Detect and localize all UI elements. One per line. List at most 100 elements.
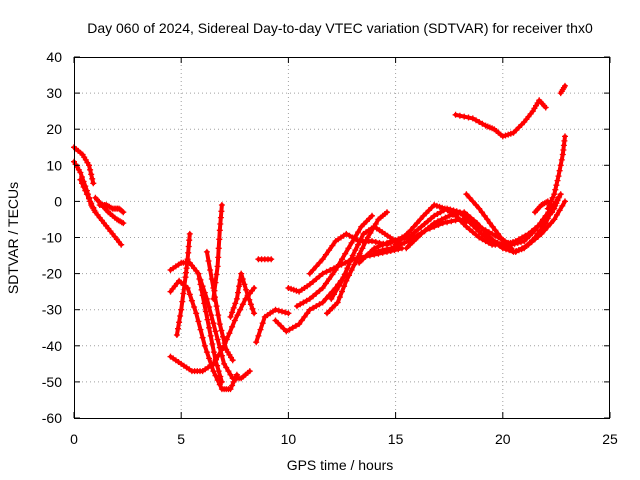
data-point-marker xyxy=(553,182,560,189)
data-point-marker xyxy=(310,278,317,285)
data-point-marker xyxy=(461,113,468,120)
data-point-marker xyxy=(306,295,313,302)
data-point-marker xyxy=(304,310,311,317)
x-axis-label: GPS time / hours xyxy=(287,457,394,473)
data-point-marker xyxy=(481,212,488,219)
data-point-marker xyxy=(310,293,317,300)
data-point-marker xyxy=(476,205,483,212)
series-arc-25 xyxy=(403,198,568,255)
data-point-marker xyxy=(482,238,489,245)
series-arc-7 xyxy=(167,277,240,393)
data-point-marker xyxy=(463,218,470,225)
data-point-marker xyxy=(556,207,563,214)
data-point-marker xyxy=(257,326,264,333)
data-point-marker xyxy=(316,301,323,308)
data-point-marker xyxy=(232,300,239,307)
data-point-marker xyxy=(342,259,349,266)
data-point-marker xyxy=(418,223,425,230)
data-point-marker xyxy=(403,245,410,252)
data-point-marker xyxy=(195,318,202,325)
data-point-marker xyxy=(285,310,292,317)
data-point-marker xyxy=(329,242,336,249)
data-point-marker xyxy=(186,291,193,298)
data-point-marker xyxy=(357,236,364,243)
data-point-marker xyxy=(562,198,568,205)
data-point-marker xyxy=(359,245,366,252)
data-point-marker xyxy=(173,332,180,338)
data-point-marker xyxy=(206,324,213,331)
data-point-marker xyxy=(212,357,219,364)
data-point-marker xyxy=(333,286,340,293)
data-point-marker xyxy=(216,227,223,234)
data-point-marker xyxy=(206,355,213,362)
data-point-marker xyxy=(335,261,342,268)
chart-title: Day 060 of 2024, Sidereal Day-to-day VTE… xyxy=(87,20,593,36)
data-point-marker xyxy=(433,202,440,209)
data-point-marker xyxy=(286,326,293,333)
data-point-marker xyxy=(77,176,84,183)
data-point-marker xyxy=(227,313,234,320)
data-point-marker xyxy=(210,295,217,302)
data-point-marker xyxy=(558,156,565,163)
data-point-marker xyxy=(319,285,326,291)
data-point-marker xyxy=(332,267,339,273)
data-point-marker xyxy=(486,234,493,241)
data-point-marker xyxy=(358,223,365,230)
data-point-marker xyxy=(336,282,343,289)
data-point-marker xyxy=(417,216,424,223)
data-point-marker xyxy=(201,342,208,349)
data-point-marker xyxy=(179,298,186,305)
data-point-marker xyxy=(469,229,476,236)
data-point-marker xyxy=(349,234,356,241)
data-point-marker xyxy=(463,223,470,230)
data-point-marker xyxy=(246,296,253,303)
data-point-marker xyxy=(345,245,352,252)
data-point-marker xyxy=(77,169,84,176)
data-point-marker xyxy=(388,238,395,245)
data-point-marker xyxy=(364,234,371,241)
data-point-marker xyxy=(407,227,414,234)
data-point-marker xyxy=(510,129,517,136)
data-point-marker xyxy=(544,223,551,230)
data-point-marker xyxy=(463,191,470,198)
data-point-marker xyxy=(310,267,317,273)
data-point-marker xyxy=(513,127,520,134)
data-point-marker xyxy=(450,211,456,218)
data-point-marker xyxy=(199,334,206,341)
data-point-marker xyxy=(396,238,403,245)
data-point-marker xyxy=(319,256,326,263)
data-point-marker xyxy=(185,243,192,250)
data-point-marker xyxy=(277,322,284,329)
data-point-marker xyxy=(323,268,330,275)
data-point-marker xyxy=(414,220,420,227)
data-point-marker xyxy=(553,200,560,207)
data-point-marker xyxy=(220,333,226,340)
data-point-marker xyxy=(209,341,216,347)
x-tick-label: 15 xyxy=(388,431,404,447)
data-point-marker xyxy=(207,267,214,273)
data-point-marker xyxy=(473,231,479,238)
data-point-marker xyxy=(322,251,329,258)
data-point-marker xyxy=(87,166,94,173)
data-point-marker xyxy=(246,368,253,375)
data-point-marker xyxy=(483,230,490,237)
data-point-marker xyxy=(434,211,441,217)
data-point-marker xyxy=(359,256,366,263)
data-point-marker xyxy=(500,237,507,244)
series-arc-3 xyxy=(77,176,125,248)
data-point-marker xyxy=(535,222,542,229)
data-point-marker xyxy=(438,216,445,223)
data-point-marker xyxy=(439,204,446,211)
data-point-marker xyxy=(268,256,275,263)
data-point-marker xyxy=(535,233,542,240)
data-point-marker xyxy=(351,261,358,268)
data-point-marker xyxy=(401,239,408,246)
data-point-marker xyxy=(213,303,220,310)
data-point-marker xyxy=(467,214,474,221)
data-point-marker xyxy=(204,316,211,323)
data-point-marker xyxy=(346,232,353,239)
data-point-marker xyxy=(496,242,503,249)
data-point-marker xyxy=(316,273,323,280)
data-point-marker xyxy=(283,328,290,335)
data-point-marker xyxy=(313,263,320,270)
